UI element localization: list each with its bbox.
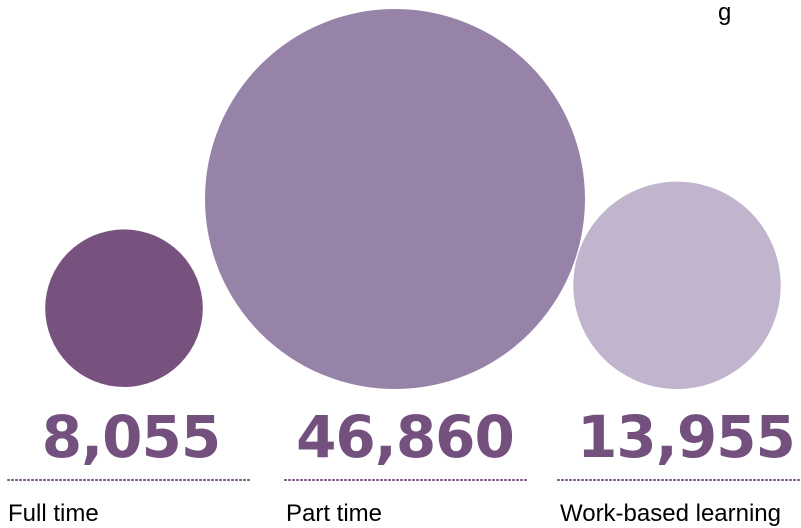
bubble-part-time <box>205 9 585 389</box>
cropped-title-fragment: g <box>718 0 731 26</box>
bubbles-group <box>45 9 781 390</box>
category-label: Full time <box>8 500 99 527</box>
value-label: 46,860 <box>296 403 514 471</box>
category-label: Work-based learning <box>560 500 781 527</box>
bubble-work-based-learning <box>573 181 781 390</box>
bubble-full-time <box>45 229 203 388</box>
category-labels-group: Full time Part time Work-based learning <box>8 500 781 527</box>
category-label: Part time <box>286 500 382 527</box>
value-label: 13,955 <box>577 403 795 471</box>
value-labels-group: 8,055 46,860 13,955 <box>42 403 796 471</box>
value-label: 8,055 <box>42 403 220 471</box>
